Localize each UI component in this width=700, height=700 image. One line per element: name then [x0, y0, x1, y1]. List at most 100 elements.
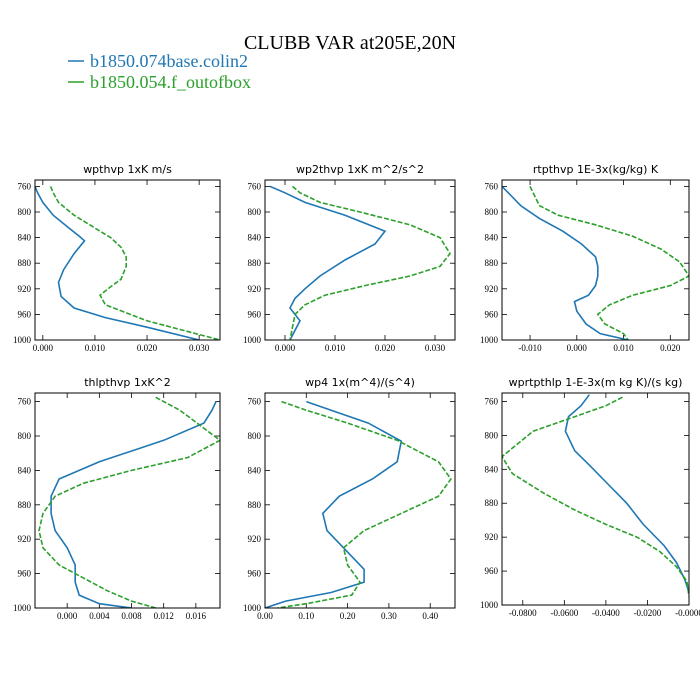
y-tick-label: 800 — [248, 431, 262, 441]
y-tick-label: 960 — [485, 566, 499, 576]
y-tick-label: 760 — [248, 397, 262, 407]
y-tick-label: 920 — [248, 534, 262, 544]
y-tick-label: 960 — [248, 309, 262, 319]
x-tick-label: 0.20 — [340, 611, 356, 621]
x-tick-label: 0.020 — [660, 343, 681, 353]
plot-frame — [34, 179, 221, 341]
y-tick-label: 960 — [248, 569, 262, 579]
y-tick-label: 920 — [485, 284, 499, 294]
x-tick-label: -0.010 — [518, 343, 542, 353]
x-tick-label: 0.010 — [613, 343, 634, 353]
x-tick-label: 0.00 — [257, 611, 273, 621]
y-tick-label: 1000 — [480, 335, 499, 345]
x-tick-label: -0.0200 — [634, 608, 662, 618]
y-tick-label: 920 — [18, 534, 32, 544]
x-tick-label: 0.020 — [375, 343, 396, 353]
x-tick-label: 0.000 — [567, 343, 588, 353]
legend: b1850.074base.colin2 b1850.054.f_outofbo… — [68, 51, 251, 92]
x-tick-label: 0.000 — [33, 343, 54, 353]
panel-1: wpthvp 1xK m/s 760 800 840 880 920 960 10000.00… — [13, 163, 221, 353]
y-tick-label: 840 — [248, 465, 262, 475]
y-tick-label: 800 — [485, 430, 499, 440]
series-line-test — [277, 400, 452, 608]
y-tick-label: 960 — [485, 309, 499, 319]
y-tick-label: 760 — [248, 181, 262, 191]
x-tick-label: 0.030 — [189, 343, 210, 353]
x-tick-label: 0.020 — [137, 343, 158, 353]
x-tick-label: 0.010 — [85, 343, 106, 353]
plot-frame — [264, 392, 456, 609]
y-tick-label: 880 — [248, 258, 262, 268]
panels: wpthvp 1xK m/s76080084088092096010000.00… — [13, 163, 700, 621]
x-tick-label: 0.030 — [425, 343, 446, 353]
series-line-test — [502, 396, 689, 597]
y-tick-label: 760 — [485, 181, 499, 191]
y-tick-label: 1000 — [13, 335, 32, 345]
y-tick-label: 760 — [18, 181, 32, 191]
plot-frame — [501, 392, 690, 606]
y-tick-label: 880 — [18, 258, 32, 268]
series-line-base — [564, 394, 689, 593]
x-tick-label: 0.010 — [325, 343, 346, 353]
x-tick-label: 0.000 — [275, 343, 296, 353]
y-tick-label: 960 — [18, 569, 32, 579]
y-tick-label: 840 — [248, 233, 262, 243]
y-tick-label: 800 — [248, 207, 262, 217]
y-tick-label: 880 — [485, 258, 499, 268]
x-tick-label: 0.012 — [154, 611, 174, 621]
panel-4: thlpthvp 1xK^2 760 800 840 880 920 960 1000 0.00… — [13, 376, 221, 621]
y-tick-label: 960 — [18, 309, 32, 319]
y-tick-label: 1000 — [13, 603, 32, 613]
figure-title: CLUBB VAR at205E,20N — [244, 32, 456, 54]
panel-5: wp4 1x(m^4)/(s^4)76080084088092096010000… — [243, 376, 456, 621]
y-tick-label: 920 — [248, 284, 262, 294]
x-tick-label: 0.016 — [186, 611, 207, 621]
x-tick-label: -0.0800 — [509, 608, 537, 618]
panel-title: wp4 1x(m^4)/(s^4) — [305, 376, 415, 389]
plot-frame — [34, 392, 221, 609]
y-tick-label: 800 — [485, 207, 499, 217]
y-tick-label: 800 — [18, 207, 32, 217]
y-tick-label: 800 — [18, 431, 32, 441]
panel-title: wpthvp 1xK m/s — [83, 163, 172, 176]
x-tick-label: 0.008 — [121, 611, 142, 621]
y-tick-label: 920 — [18, 284, 32, 294]
x-tick-label: 0.40 — [422, 611, 438, 621]
series-line-base — [265, 400, 403, 608]
panel-3: rtpthvp 1E-3x(kg/kg) K 760 800 840 880 920 960… — [480, 163, 690, 353]
plot-frame — [264, 179, 456, 341]
y-tick-label: 880 — [485, 498, 499, 508]
legend-label-base: b1850.074base.colin2 — [90, 51, 248, 71]
y-tick-label: 1000 — [243, 603, 262, 613]
y-tick-label: 760 — [18, 397, 32, 407]
x-tick-label: 0.004 — [89, 611, 110, 621]
x-tick-label: 0.10 — [298, 611, 314, 621]
y-tick-label: 840 — [485, 464, 499, 474]
series-line-base — [35, 186, 200, 340]
panel-title: rtpthvp 1E-3x(kg/kg) K — [533, 163, 659, 176]
panel-title: wprtpthlp 1-E-3x(m kg K)/(s kg) — [509, 376, 683, 389]
panel-title: wp2thvp 1xK m^2/s^2 — [296, 163, 424, 176]
x-tick-label: 0.30 — [381, 611, 397, 621]
y-tick-label: 1000 — [480, 600, 499, 610]
y-tick-label: 880 — [18, 500, 32, 510]
panel-6: wprtpthlp 1-E-3x(m kg K)/(s kg) 760 800 840… — [480, 376, 700, 618]
y-tick-label: 920 — [485, 532, 499, 542]
series-line-base — [502, 185, 629, 340]
panel-title: thlpthvp 1xK^2 — [84, 376, 171, 389]
series-line-base — [50, 401, 217, 608]
series-line-test — [49, 186, 220, 340]
y-tick-label: 840 — [485, 233, 499, 243]
panel-2: wp2thvp 1xK m^2/s^2 760 800 840 880 920 960 100… — [243, 163, 456, 353]
y-tick-label: 880 — [248, 500, 262, 510]
y-tick-label: 840 — [18, 465, 32, 475]
y-tick-label: 840 — [18, 233, 32, 243]
plot-frame — [501, 179, 690, 341]
y-tick-label: 760 — [485, 396, 499, 406]
x-tick-label: -0.0400 — [592, 608, 620, 618]
x-tick-label: 0.000 — [57, 611, 78, 621]
series-line-test — [38, 396, 220, 608]
y-tick-label: 1000 — [243, 335, 262, 345]
